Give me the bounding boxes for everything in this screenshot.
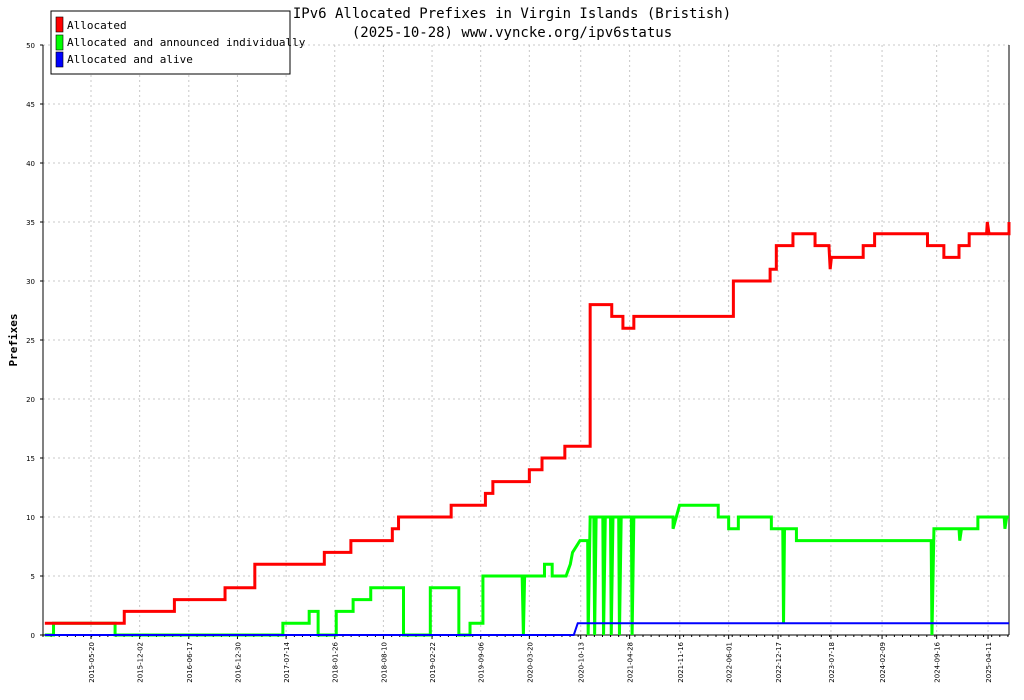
axes: 0 5 10 15 20 25 30 35 40 45 50 2015-05-20 2015-12-02… [26, 42, 1010, 683]
y-tick-label: 35 [26, 219, 35, 227]
x-tick-label: 2024-09-16 [934, 641, 942, 682]
x-tick-label: 2021-11-16 [677, 641, 685, 682]
x-tick-label: 2016-12-30 [234, 642, 242, 683]
x-tick-label: 2024-02-09 [879, 642, 887, 683]
x-tick-label: 2018-01-26 [332, 641, 340, 682]
x-tick-label: 2019-02-22 [429, 642, 437, 683]
x-tick-label: 2016-06-17 [186, 642, 194, 683]
legend: Allocated Allocated and announced indivi… [50, 10, 306, 75]
chart-subtitle: (2025-10-28) www.vyncke.org/ipv6status [352, 25, 672, 41]
y-tick-label: 50 [26, 42, 35, 50]
series-group [44, 221, 1011, 637]
y-tick-label: 30 [26, 278, 35, 286]
x-tick-label: 2020-10-13 [578, 642, 586, 683]
legend-box [50, 10, 291, 75]
series-line-announced [44, 503, 1009, 637]
x-tick-label: 2019-09-06 [478, 641, 486, 682]
legend-swatch-allocated [55, 16, 64, 33]
legend-swatch-announced [55, 34, 64, 51]
x-tick-label: 2020-03-20 [526, 642, 534, 683]
y-tick-label: 20 [26, 396, 35, 404]
legend-swatch-alive [55, 51, 64, 68]
x-tick-label: 2017-07-14 [283, 641, 291, 682]
chart-title: IPv6 Allocated Prefixes in Virgin Island… [293, 6, 731, 22]
y-tick-label: 15 [26, 455, 35, 463]
x-tick-label: 2015-05-20 [88, 642, 96, 683]
y-tick-label: 25 [26, 337, 35, 345]
y-tick-label: 40 [26, 160, 35, 168]
x-tick-label: 2021-04-28 [627, 642, 635, 683]
legend-label-alive: Allocated and alive [67, 53, 193, 66]
y-tick-label: 45 [26, 101, 35, 109]
grid [43, 44, 1009, 635]
series-line-alive [44, 622, 1009, 636]
y-tick-label: 5 [31, 573, 35, 581]
series-line-allocated [44, 221, 1011, 625]
x-tick-label: 2023-07-18 [828, 642, 836, 683]
y-tick-label: 10 [26, 514, 35, 522]
x-tick-label: 2025-04-11 [985, 642, 993, 683]
legend-label-announced: Allocated and announced individually [67, 36, 306, 49]
x-tick-label: 2022-12-17 [775, 642, 783, 683]
x-tick-label: 2018-08-10 [380, 642, 388, 683]
y-axis-label: Prefixes [7, 314, 20, 367]
x-tick-label: 2015-12-02 [137, 642, 145, 683]
x-tick-label: 2022-06-01 [726, 642, 734, 683]
y-tick-label: 0 [31, 632, 35, 640]
legend-label-allocated: Allocated [67, 19, 127, 32]
